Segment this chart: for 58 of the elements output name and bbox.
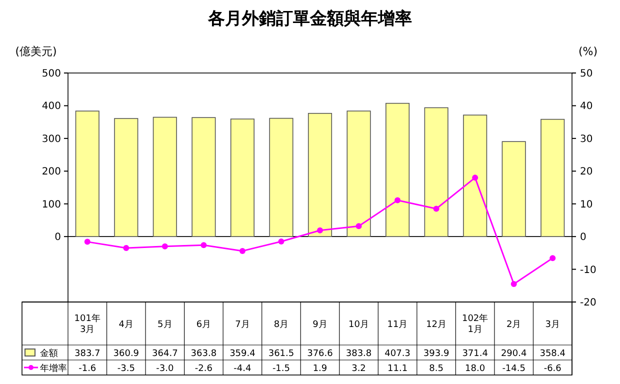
- chart-title: 各月外銷訂單金額與年增率: [207, 9, 412, 29]
- y-tick-label: 0: [54, 232, 61, 244]
- data-label: 1.9: [312, 364, 328, 374]
- data-label: 359.4: [230, 349, 256, 359]
- y2-tick-label: -20: [580, 298, 596, 308]
- legend-label: 金額: [40, 348, 58, 359]
- y2-tick-label: 10: [580, 199, 593, 210]
- x-tick-label: 7月: [235, 320, 250, 330]
- x-tick-label: 12月: [426, 320, 447, 330]
- y2-axis-title: (%): [578, 45, 598, 58]
- data-label: 383.7: [74, 349, 100, 359]
- data-label: 11.1: [388, 364, 408, 374]
- data-label: 363.8: [190, 349, 217, 359]
- y2-tick-label: 0: [580, 232, 586, 244]
- data-label: 383.8: [346, 349, 372, 359]
- x-tick-label: 5月: [158, 320, 172, 330]
- data-label: -14.5: [502, 364, 526, 374]
- data-label: -2.6: [194, 364, 213, 374]
- data-label: -4.4: [234, 364, 252, 374]
- x-tick-label: 101年 3月: [74, 313, 100, 335]
- x-tick-label: 2月: [506, 320, 522, 330]
- data-label: 393.9: [423, 349, 450, 359]
- y-tick-label: 200: [42, 166, 61, 178]
- x-tick-label: 11月: [387, 320, 408, 330]
- data-label: 376.6: [307, 349, 334, 359]
- data-label: -3.0: [156, 364, 174, 374]
- data-label: 364.7: [152, 349, 178, 359]
- y2-tick-label: 40: [580, 101, 593, 112]
- data-label: 358.4: [540, 349, 566, 359]
- data-label: -6.6: [544, 364, 562, 374]
- y-tick-label: 100: [42, 199, 61, 210]
- data-label: 371.4: [462, 349, 488, 359]
- x-tick-label: 8月: [274, 320, 289, 330]
- x-tick-label: 4月: [118, 320, 134, 330]
- y-tick-label: 500: [42, 68, 61, 80]
- x-tick-label: 3月: [545, 320, 560, 330]
- data-label: 290.4: [500, 349, 527, 359]
- data-label: 3.2: [352, 364, 366, 374]
- x-tick-label: 9月: [312, 320, 328, 330]
- data-label: -1.6: [78, 364, 96, 374]
- y-tick-label: 300: [42, 134, 61, 145]
- x-tick-label: 102年 1月: [462, 313, 488, 335]
- y-tick-label: 400: [42, 101, 61, 112]
- x-tick-label: 6月: [196, 320, 212, 330]
- data-label: -1.5: [272, 364, 290, 374]
- data-label: 360.9: [113, 349, 140, 359]
- y2-tick-label: 20: [580, 166, 593, 178]
- y2-tick-label: -10: [580, 264, 596, 276]
- y2-tick-label: 30: [580, 134, 593, 145]
- data-label: 361.5: [268, 349, 294, 359]
- x-tick-label: 10月: [348, 320, 369, 330]
- legend-label: 年增率: [40, 363, 67, 374]
- data-label: 8.5: [429, 364, 444, 374]
- data-label: 18.0: [465, 364, 486, 374]
- data-label: 407.3: [384, 349, 410, 359]
- y-axis-title: (億美元): [15, 45, 57, 58]
- data-label: -3.5: [117, 364, 135, 374]
- y2-tick-label: 50: [580, 68, 593, 80]
